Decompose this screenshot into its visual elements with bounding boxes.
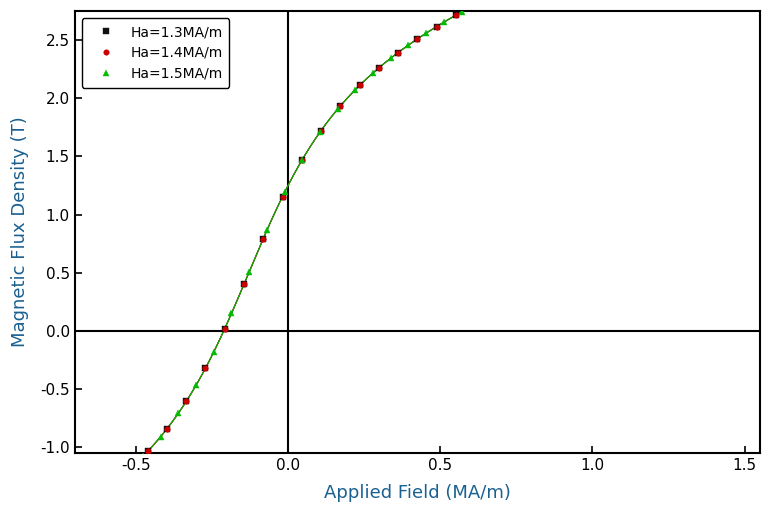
Ha=1.4MA/m xyxy=(278,193,287,200)
Ha=1.3MA/m xyxy=(393,50,402,56)
Y-axis label: Magnetic Flux Density (T): Magnetic Flux Density (T) xyxy=(11,116,29,347)
Ha=1.3MA/m xyxy=(335,103,345,109)
Ha=1.3MA/m xyxy=(470,2,480,8)
Ha=1.5MA/m xyxy=(439,19,449,25)
Ha=1.4MA/m xyxy=(451,12,460,18)
Ha=1.3MA/m xyxy=(124,467,133,473)
Ha=1.5MA/m xyxy=(298,156,307,163)
Line: Ha=1.4MA/m: Ha=1.4MA/m xyxy=(87,0,747,504)
Ha=1.3MA/m xyxy=(239,281,248,287)
Ha=1.5MA/m xyxy=(86,499,95,505)
Ha=1.5MA/m xyxy=(121,470,130,477)
Ha=1.5MA/m xyxy=(475,0,484,6)
Ha=1.4MA/m xyxy=(124,467,133,473)
Ha=1.3MA/m xyxy=(163,426,172,432)
Ha=1.4MA/m xyxy=(163,426,172,432)
Ha=1.5MA/m xyxy=(156,433,165,440)
Ha=1.4MA/m xyxy=(470,2,480,8)
Ha=1.5MA/m xyxy=(315,129,325,135)
Ha=1.4MA/m xyxy=(220,326,229,332)
Ha=1.3MA/m xyxy=(220,326,229,332)
Legend: Ha=1.3MA/m, Ha=1.4MA/m, Ha=1.5MA/m: Ha=1.3MA/m, Ha=1.4MA/m, Ha=1.5MA/m xyxy=(82,18,230,88)
Ha=1.3MA/m xyxy=(86,499,95,505)
Ha=1.4MA/m xyxy=(335,103,345,109)
Ha=1.5MA/m xyxy=(191,382,200,388)
Line: Ha=1.3MA/m: Ha=1.3MA/m xyxy=(87,0,747,504)
Ha=1.5MA/m xyxy=(103,485,113,491)
Ha=1.3MA/m xyxy=(412,36,422,42)
Ha=1.5MA/m xyxy=(404,42,413,48)
Ha=1.3MA/m xyxy=(258,235,268,242)
Ha=1.5MA/m xyxy=(244,269,254,275)
Ha=1.5MA/m xyxy=(351,87,360,93)
Ha=1.4MA/m xyxy=(412,36,422,42)
Ha=1.3MA/m xyxy=(451,12,460,18)
Ha=1.4MA/m xyxy=(374,65,383,71)
Ha=1.3MA/m xyxy=(278,193,287,200)
Ha=1.4MA/m xyxy=(297,157,306,164)
Ha=1.3MA/m xyxy=(143,448,153,455)
Ha=1.4MA/m xyxy=(355,83,364,89)
Ha=1.3MA/m xyxy=(201,365,210,371)
Ha=1.4MA/m xyxy=(105,484,114,490)
Ha=1.5MA/m xyxy=(280,189,289,195)
Ha=1.5MA/m xyxy=(173,410,183,416)
Ha=1.3MA/m xyxy=(316,128,325,134)
Ha=1.5MA/m xyxy=(139,453,148,460)
Ha=1.4MA/m xyxy=(182,399,191,405)
Ha=1.5MA/m xyxy=(422,30,431,36)
Ha=1.5MA/m xyxy=(386,55,396,61)
Ha=1.4MA/m xyxy=(239,281,248,287)
Ha=1.5MA/m xyxy=(369,70,378,76)
Ha=1.3MA/m xyxy=(355,83,364,89)
Ha=1.3MA/m xyxy=(432,24,441,30)
Ha=1.3MA/m xyxy=(297,157,306,164)
Line: Ha=1.5MA/m: Ha=1.5MA/m xyxy=(86,0,748,505)
Ha=1.5MA/m xyxy=(262,227,271,233)
Ha=1.4MA/m xyxy=(143,448,153,455)
X-axis label: Applied Field (MA/m): Applied Field (MA/m) xyxy=(324,484,510,502)
Ha=1.5MA/m xyxy=(457,9,466,15)
Ha=1.3MA/m xyxy=(182,399,191,405)
Ha=1.5MA/m xyxy=(209,349,218,355)
Ha=1.4MA/m xyxy=(316,128,325,134)
Ha=1.4MA/m xyxy=(432,24,441,30)
Ha=1.4MA/m xyxy=(393,50,402,56)
Ha=1.5MA/m xyxy=(333,106,342,112)
Ha=1.4MA/m xyxy=(201,365,210,371)
Ha=1.4MA/m xyxy=(258,235,268,242)
Ha=1.5MA/m xyxy=(227,310,236,317)
Ha=1.4MA/m xyxy=(86,499,95,505)
Ha=1.3MA/m xyxy=(374,65,383,71)
Ha=1.3MA/m xyxy=(105,484,114,490)
